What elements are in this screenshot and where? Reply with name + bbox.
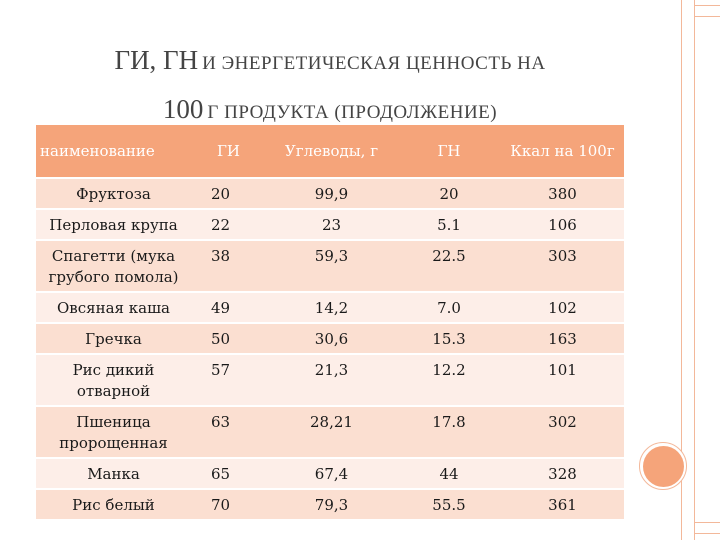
- frame-line-inner: [694, 0, 695, 540]
- title-line-2-main: 100: [162, 94, 204, 124]
- cell-kcal: 102: [501, 292, 624, 324]
- cell-carbs: 99,9: [266, 178, 397, 210]
- header-carbs: Углеводы, г: [266, 125, 397, 179]
- table-row: Рис белый 70 79,3 55.5 361: [36, 489, 624, 521]
- cell-carbs: 79,3: [266, 489, 397, 521]
- cell-kcal: 302: [501, 406, 624, 459]
- table-row: Фруктоза 20 99,9 20 380: [36, 178, 624, 210]
- frame-top-rule: [694, 16, 720, 17]
- cell-gn: 12.2: [397, 354, 501, 407]
- cell-gi: 22: [191, 209, 266, 241]
- cell-gn: 20: [397, 178, 501, 210]
- cell-gn: 55.5: [397, 489, 501, 521]
- title-line-2-rest: г продукта (продолжение): [207, 102, 498, 123]
- cell-kcal: 106: [501, 209, 624, 241]
- cell-name: Пшеница пророщенная: [36, 406, 191, 459]
- cell-name: Рис белый: [36, 489, 191, 521]
- cell-name: Фруктоза: [36, 178, 191, 210]
- slide-title: ГИ, ГН и энергетическая ценность на 100 …: [40, 38, 620, 136]
- title-line-1-rest: и энергетическая ценность на: [202, 53, 546, 74]
- header-gn: ГН: [397, 125, 501, 179]
- cell-gn: 22.5: [397, 240, 501, 293]
- table-row: Спагетти (мука грубого помола) 38 59,3 2…: [36, 240, 624, 293]
- table-row: Пшеница пророщенная 63 28,21 17.8 302: [36, 406, 624, 459]
- table-header-row: наименование ГИ Углеводы, г ГН Ккал на 1…: [36, 125, 624, 179]
- cell-name: Перловая крупа: [36, 209, 191, 241]
- cell-gi: 20: [191, 178, 266, 210]
- cell-name: Рис дикий отварной: [36, 354, 191, 407]
- cell-gi: 57: [191, 354, 266, 407]
- gi-table: наименование ГИ Углеводы, г ГН Ккал на 1…: [36, 125, 624, 521]
- cell-gn: 5.1: [397, 209, 501, 241]
- cell-gn: 15.3: [397, 323, 501, 355]
- table-row: Перловая крупа 22 23 5.1 106: [36, 209, 624, 241]
- table-row: Манка 65 67,4 44 328: [36, 458, 624, 490]
- cell-name: Гречка: [36, 323, 191, 355]
- header-name: наименование: [36, 125, 191, 179]
- cell-carbs: 23: [266, 209, 397, 241]
- header-kcal: Ккал на 100г: [501, 125, 624, 179]
- title-line-2: 100 г продукта (продолжение): [40, 87, 620, 136]
- cell-kcal: 163: [501, 323, 624, 355]
- cell-name: Овсяная каша: [36, 292, 191, 324]
- cell-carbs: 28,21: [266, 406, 397, 459]
- cell-carbs: 14,2: [266, 292, 397, 324]
- cell-gn: 17.8: [397, 406, 501, 459]
- cell-kcal: 101: [501, 354, 624, 407]
- frame-top-rule: [694, 5, 720, 6]
- cell-carbs: 59,3: [266, 240, 397, 293]
- cell-gi: 70: [191, 489, 266, 521]
- decor-circle-filled: [643, 446, 684, 487]
- cell-gn: 7.0: [397, 292, 501, 324]
- table-row: Овсяная каша 49 14,2 7.0 102: [36, 292, 624, 324]
- title-line-1-main: ГИ, ГН: [114, 45, 199, 75]
- frame-bottom-rule: [694, 533, 720, 534]
- table-row: Рис дикий отварной 57 21,3 12.2 101: [36, 354, 624, 407]
- cell-gi: 65: [191, 458, 266, 490]
- cell-kcal: 303: [501, 240, 624, 293]
- cell-gn: 44: [397, 458, 501, 490]
- title-line-1: ГИ, ГН и энергетическая ценность на: [40, 38, 620, 87]
- frame-line-outer: [681, 0, 682, 540]
- cell-carbs: 30,6: [266, 323, 397, 355]
- cell-gi: 63: [191, 406, 266, 459]
- table-row: Гречка 50 30,6 15.3 163: [36, 323, 624, 355]
- cell-kcal: 361: [501, 489, 624, 521]
- cell-gi: 49: [191, 292, 266, 324]
- cell-kcal: 380: [501, 178, 624, 210]
- cell-kcal: 328: [501, 458, 624, 490]
- frame-bottom-rule: [694, 522, 720, 523]
- cell-carbs: 21,3: [266, 354, 397, 407]
- cell-gi: 38: [191, 240, 266, 293]
- header-gi: ГИ: [191, 125, 266, 179]
- cell-carbs: 67,4: [266, 458, 397, 490]
- cell-gi: 50: [191, 323, 266, 355]
- cell-name: Манка: [36, 458, 191, 490]
- cell-name: Спагетти (мука грубого помола): [36, 240, 191, 293]
